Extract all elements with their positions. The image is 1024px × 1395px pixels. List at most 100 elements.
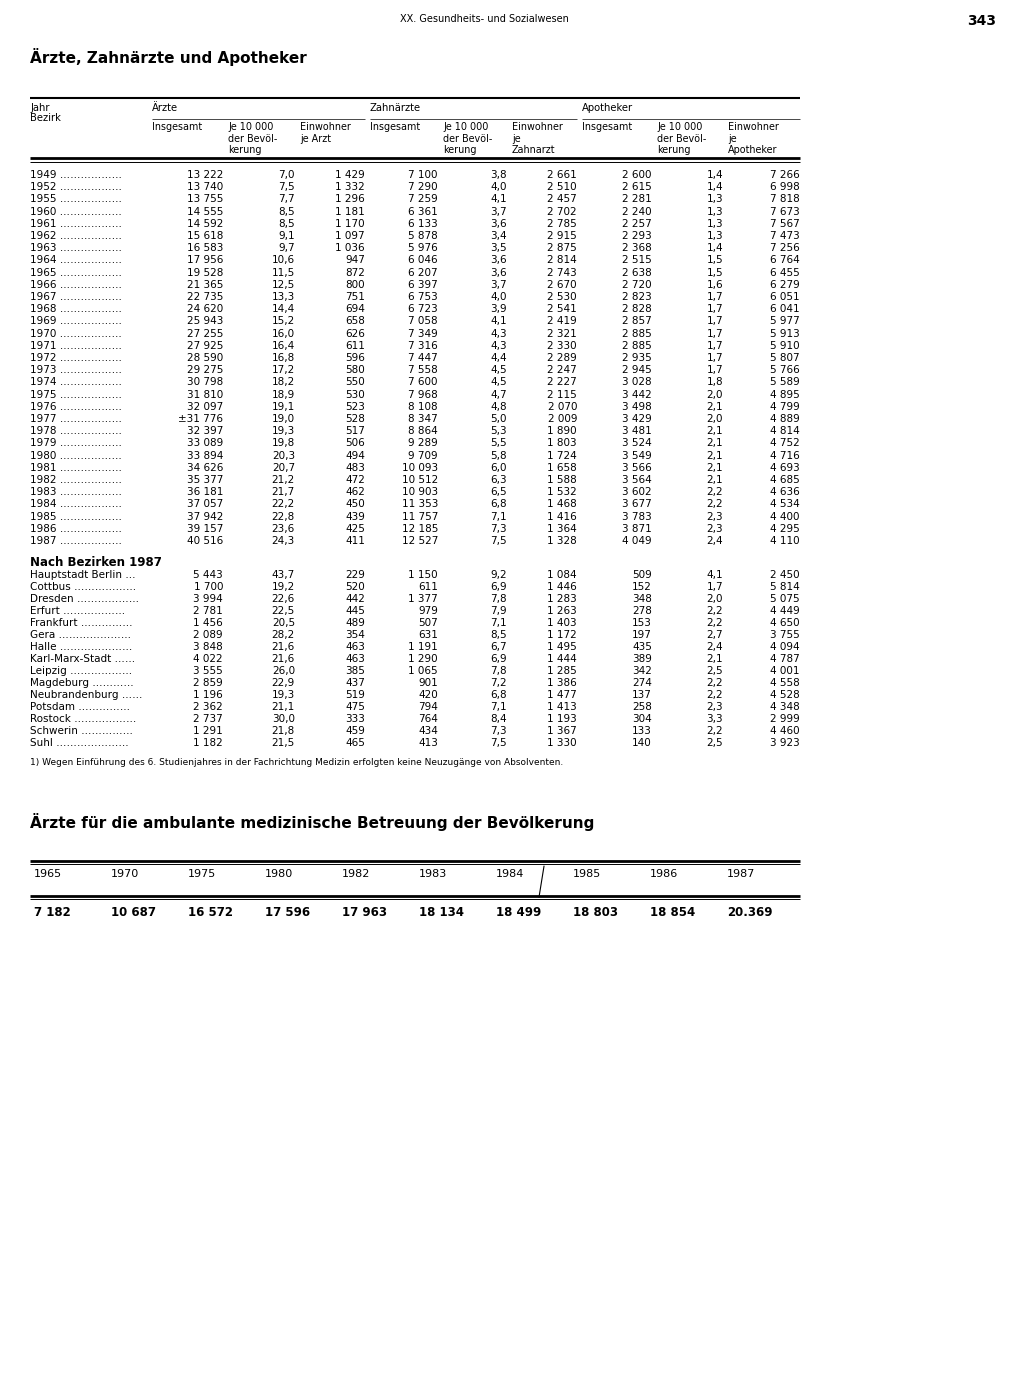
Text: 7 600: 7 600 [409, 378, 438, 388]
Text: Einwohner
je
Zahnarzt: Einwohner je Zahnarzt [512, 121, 563, 155]
Text: 596: 596 [345, 353, 365, 363]
Text: 24,3: 24,3 [271, 536, 295, 545]
Text: 6,7: 6,7 [490, 642, 507, 653]
Text: 2 115: 2 115 [547, 389, 577, 399]
Text: 11,5: 11,5 [271, 268, 295, 278]
Text: 37 057: 37 057 [186, 499, 223, 509]
Text: 2,2: 2,2 [707, 691, 723, 700]
Text: 2 281: 2 281 [623, 194, 652, 205]
Text: 1 172: 1 172 [547, 631, 577, 640]
Text: 1 588: 1 588 [547, 476, 577, 485]
Text: 3,5: 3,5 [490, 243, 507, 254]
Text: 2 885: 2 885 [623, 340, 652, 350]
Text: 4 110: 4 110 [770, 536, 800, 545]
Text: 611: 611 [418, 582, 438, 593]
Text: 5 910: 5 910 [770, 340, 800, 350]
Text: 6,9: 6,9 [490, 582, 507, 593]
Text: 1 444: 1 444 [547, 654, 577, 664]
Text: 1 330: 1 330 [548, 738, 577, 748]
Text: 1977 ………………: 1977 ……………… [30, 414, 122, 424]
Text: 7,3: 7,3 [490, 523, 507, 534]
Text: 2 247: 2 247 [547, 365, 577, 375]
Text: 20,3: 20,3 [272, 451, 295, 460]
Text: 1 658: 1 658 [547, 463, 577, 473]
Text: 1 446: 1 446 [547, 582, 577, 593]
Text: 901: 901 [418, 678, 438, 688]
Text: 385: 385 [345, 667, 365, 677]
Text: 27 925: 27 925 [186, 340, 223, 350]
Text: 20.369: 20.369 [727, 907, 772, 919]
Text: 1 291: 1 291 [194, 727, 223, 737]
Text: 462: 462 [345, 487, 365, 497]
Text: 1 803: 1 803 [548, 438, 577, 448]
Text: 2,0: 2,0 [707, 594, 723, 604]
Text: 13 740: 13 740 [186, 183, 223, 193]
Text: 2 362: 2 362 [194, 702, 223, 713]
Text: 19,8: 19,8 [271, 438, 295, 448]
Text: 21,8: 21,8 [271, 727, 295, 737]
Text: 7 266: 7 266 [770, 170, 800, 180]
Text: 1 328: 1 328 [547, 536, 577, 545]
Text: 7 316: 7 316 [409, 340, 438, 350]
Text: 30 798: 30 798 [186, 378, 223, 388]
Text: 1968 ………………: 1968 ……………… [30, 304, 122, 314]
Text: 1 263: 1 263 [547, 607, 577, 617]
Text: 2 615: 2 615 [623, 183, 652, 193]
Text: 24 620: 24 620 [186, 304, 223, 314]
Text: 4 460: 4 460 [770, 727, 800, 737]
Text: 1981 ………………: 1981 ……………… [30, 463, 122, 473]
Text: 1 084: 1 084 [548, 571, 577, 580]
Text: 17 956: 17 956 [186, 255, 223, 265]
Text: 22,5: 22,5 [271, 607, 295, 617]
Text: 15 618: 15 618 [186, 232, 223, 241]
Text: 32 397: 32 397 [186, 427, 223, 437]
Text: 1972 ………………: 1972 ……………… [30, 353, 122, 363]
Text: 4 534: 4 534 [770, 499, 800, 509]
Text: 34 626: 34 626 [186, 463, 223, 473]
Text: 1983: 1983 [419, 869, 447, 879]
Text: 4 558: 4 558 [770, 678, 800, 688]
Text: 333: 333 [345, 714, 365, 724]
Text: 5 589: 5 589 [770, 378, 800, 388]
Text: 7 968: 7 968 [409, 389, 438, 399]
Text: 2 814: 2 814 [547, 255, 577, 265]
Text: 979: 979 [418, 607, 438, 617]
Text: 7,1: 7,1 [490, 702, 507, 713]
Text: Suhl …………………: Suhl ………………… [30, 738, 129, 748]
Text: 4 889: 4 889 [770, 414, 800, 424]
Text: 2,2: 2,2 [707, 607, 723, 617]
Text: 7 058: 7 058 [409, 317, 438, 326]
Text: 1,3: 1,3 [707, 232, 723, 241]
Text: 3 555: 3 555 [194, 667, 223, 677]
Text: 800: 800 [345, 280, 365, 290]
Text: 1961 ………………: 1961 ……………… [30, 219, 122, 229]
Text: 5 977: 5 977 [770, 317, 800, 326]
Text: 3 994: 3 994 [194, 594, 223, 604]
Text: 1965 ………………: 1965 ……………… [30, 268, 122, 278]
Text: 21 365: 21 365 [186, 280, 223, 290]
Text: 463: 463 [345, 654, 365, 664]
Text: Cottbus ………………: Cottbus ……………… [30, 582, 136, 593]
Text: 2,1: 2,1 [707, 438, 723, 448]
Text: 1960 ………………: 1960 ……………… [30, 206, 122, 216]
Text: 2,2: 2,2 [707, 618, 723, 628]
Text: 3 755: 3 755 [770, 631, 800, 640]
Text: 348: 348 [632, 594, 652, 604]
Text: 1955 ………………: 1955 ……………… [30, 194, 122, 205]
Text: Nach Bezirken 1987: Nach Bezirken 1987 [30, 557, 162, 569]
Text: 450: 450 [345, 499, 365, 509]
Text: 18 499: 18 499 [496, 907, 542, 919]
Text: 3 028: 3 028 [623, 378, 652, 388]
Text: 3 549: 3 549 [623, 451, 652, 460]
Text: 6 764: 6 764 [770, 255, 800, 265]
Text: 7 558: 7 558 [409, 365, 438, 375]
Text: 1 532: 1 532 [547, 487, 577, 497]
Text: 2,1: 2,1 [707, 427, 723, 437]
Text: 3,3: 3,3 [707, 714, 723, 724]
Text: 7 673: 7 673 [770, 206, 800, 216]
Text: 1 193: 1 193 [547, 714, 577, 724]
Text: 13 222: 13 222 [186, 170, 223, 180]
Text: 1,6: 1,6 [707, 280, 723, 290]
Text: 304: 304 [632, 714, 652, 724]
Text: 2 541: 2 541 [547, 304, 577, 314]
